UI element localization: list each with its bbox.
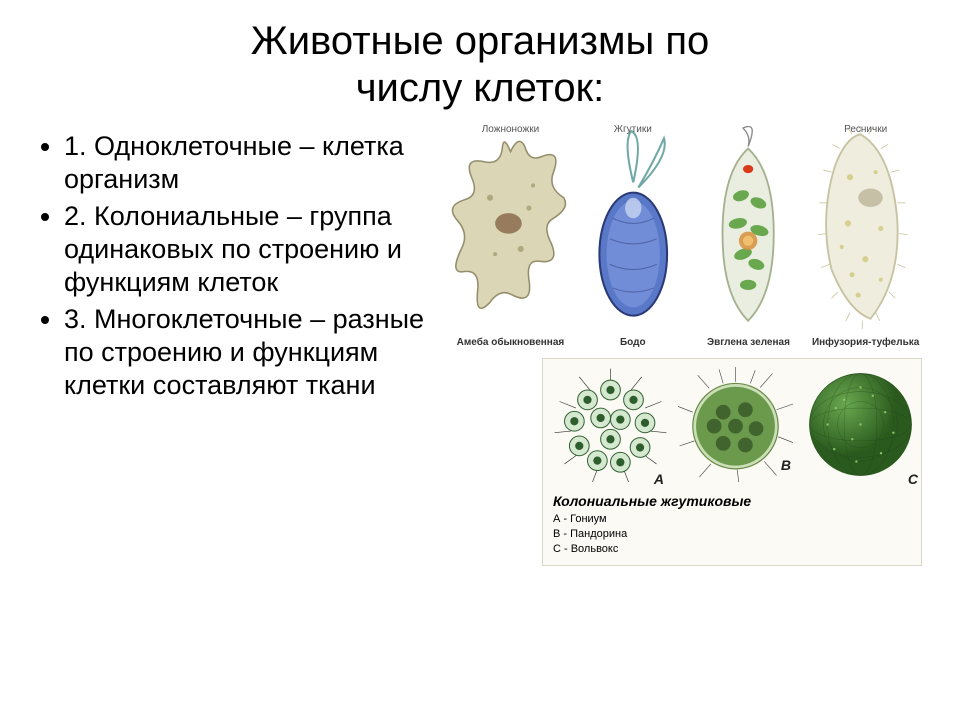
pandorina-icon bbox=[678, 367, 793, 482]
colonial-legend: А - Гониум В - Пандорина С - Вольвокс bbox=[553, 512, 911, 557]
legend-b: В - Пандорина bbox=[553, 527, 911, 542]
slide-title: Животные организмы по числу клеток: bbox=[38, 18, 922, 112]
gonium-figure: А bbox=[553, 367, 668, 487]
bodo-figure: Жгутики Бодо bbox=[578, 126, 688, 348]
euglena-caption: Эвглена зеленая bbox=[707, 337, 790, 348]
amoeba-icon bbox=[449, 126, 572, 331]
volvox-figure: С bbox=[803, 367, 918, 487]
pandorina-figure: В bbox=[678, 367, 793, 487]
colonial-figures-row: А bbox=[553, 367, 911, 487]
bodo-top-label: Жгутики bbox=[614, 124, 652, 136]
title-line-1: Животные организмы по bbox=[251, 19, 709, 63]
bodo-caption: Бодо bbox=[620, 337, 646, 348]
body-row: 1. Одноклеточные – клетка организм 2. Ко… bbox=[38, 124, 922, 566]
bullet-item-3: 3. Многоклеточные – разные по строению и… bbox=[64, 303, 441, 402]
paramecium-figure: Реснички bbox=[809, 126, 922, 348]
paramecium-top-label: Реснички bbox=[844, 124, 887, 136]
bullet-item-1: 1. Одноклеточные – клетка организм bbox=[64, 130, 441, 196]
euglena-icon bbox=[702, 126, 794, 331]
amoeba-top-label: Ложноножки bbox=[482, 124, 539, 136]
legend-c: С - Вольвокс bbox=[553, 542, 911, 557]
colonial-title: Колониальные жгутиковые bbox=[553, 493, 911, 509]
paramecium-icon bbox=[809, 126, 922, 331]
bullet-list: 1. Одноклеточные – клетка организм 2. Ко… bbox=[38, 124, 449, 406]
slide: Животные организмы по числу клеток: 1. О… bbox=[0, 0, 960, 720]
colonial-panel: А bbox=[542, 358, 922, 566]
pandorina-label: В bbox=[781, 457, 791, 473]
legend-a: А - Гониум bbox=[553, 512, 911, 527]
paramecium-caption: Инфузория-туфелька bbox=[812, 337, 919, 348]
figures-column: Ложноножки Амеба обыкновенная Жгутики bbox=[449, 124, 922, 566]
volvox-icon bbox=[803, 367, 918, 482]
bullet-item-2: 2. Колониальные – группа одинаковых по с… bbox=[64, 200, 441, 299]
amoeba-caption: Амеба обыкновенная bbox=[457, 337, 565, 348]
protists-row: Ложноножки Амеба обыкновенная Жгутики bbox=[449, 124, 922, 348]
euglena-figure: Эвглена зеленая bbox=[694, 126, 804, 348]
bodo-icon bbox=[582, 126, 685, 331]
amoeba-figure: Ложноножки Амеба обыкновенная bbox=[449, 126, 572, 348]
gonium-label: А bbox=[654, 471, 664, 487]
gonium-icon bbox=[553, 367, 668, 482]
volvox-label: С bbox=[908, 471, 918, 487]
title-line-2: числу клеток: bbox=[356, 66, 605, 110]
